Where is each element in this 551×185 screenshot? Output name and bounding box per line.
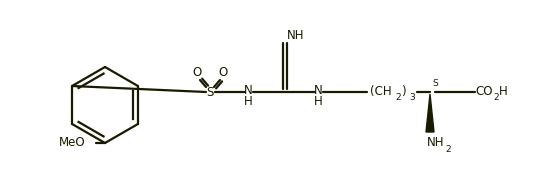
Text: (CH: (CH <box>370 85 392 97</box>
Text: N: N <box>244 83 252 97</box>
Text: O: O <box>218 65 228 78</box>
Text: S: S <box>206 85 214 98</box>
Text: O: O <box>192 65 202 78</box>
Text: 2: 2 <box>445 144 451 154</box>
Polygon shape <box>426 94 434 132</box>
Text: MeO: MeO <box>58 137 85 149</box>
Text: H: H <box>499 85 508 97</box>
Text: H: H <box>314 95 322 107</box>
Text: H: H <box>244 95 252 107</box>
Text: 3: 3 <box>409 92 415 102</box>
Text: 2: 2 <box>395 92 401 102</box>
Text: CO: CO <box>475 85 493 97</box>
Text: 2: 2 <box>493 92 499 102</box>
Text: NH: NH <box>287 28 305 41</box>
Text: S: S <box>432 78 437 88</box>
Text: NH: NH <box>427 135 445 149</box>
Text: N: N <box>314 83 322 97</box>
Text: ): ) <box>401 85 406 97</box>
